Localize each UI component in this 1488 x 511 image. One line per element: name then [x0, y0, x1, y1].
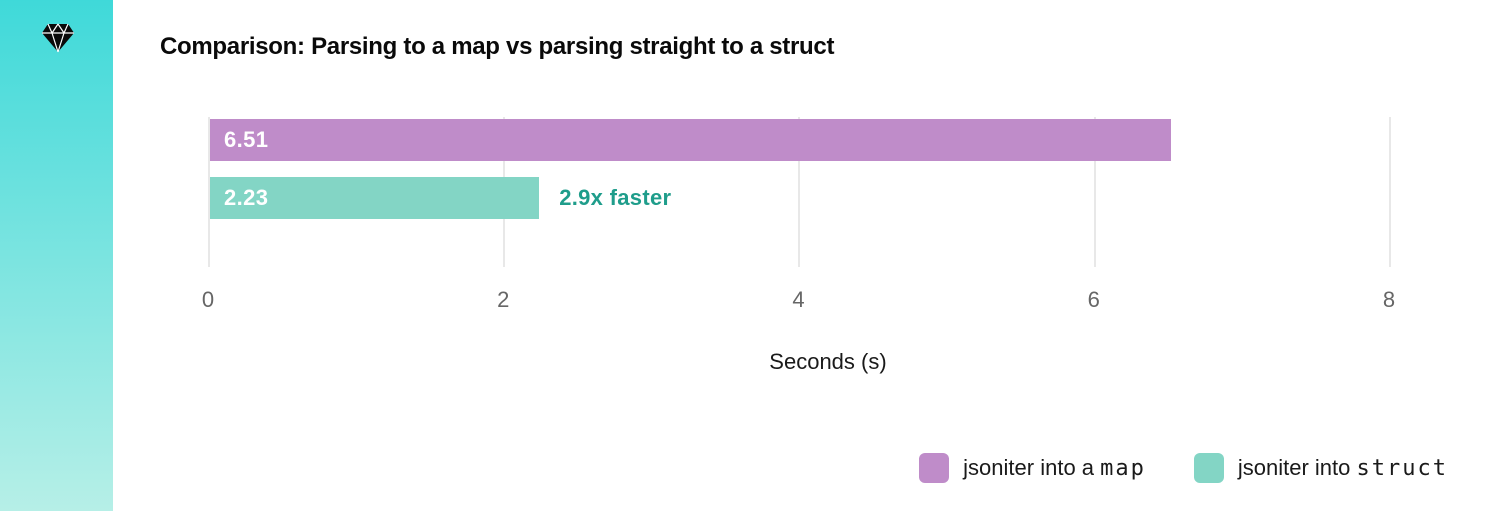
bar-jsoniter_map: 6.51 [210, 119, 1171, 161]
legend-item: jsoniter into a map [919, 453, 1146, 483]
bar-annotation: 2.9x faster [559, 185, 671, 211]
chart-legend: jsoniter into a map jsoniter into struct [919, 453, 1448, 483]
x-axis-label: Seconds (s) [208, 349, 1448, 375]
gridline [1389, 117, 1391, 267]
legend-label: jsoniter into struct [1238, 455, 1448, 481]
legend-label: jsoniter into a map [963, 455, 1146, 481]
sidebar-accent [0, 0, 113, 511]
chart-container: Comparison: Parsing to a map vs parsing … [160, 33, 1450, 375]
x-tick-label: 0 [202, 287, 214, 313]
diamond-icon [40, 22, 76, 59]
x-tick-label: 4 [792, 287, 804, 313]
chart-title: Comparison: Parsing to a map vs parsing … [160, 33, 1450, 61]
x-tick-label: 2 [497, 287, 509, 313]
x-tick-label: 8 [1383, 287, 1395, 313]
chart-plot-area: 024686.512.232.9x faster [208, 117, 1448, 297]
bar-jsoniter_struct: 2.23 [210, 177, 539, 219]
legend-swatch [1194, 453, 1224, 483]
legend-swatch [919, 453, 949, 483]
legend-item: jsoniter into struct [1194, 453, 1448, 483]
x-tick-label: 6 [1088, 287, 1100, 313]
